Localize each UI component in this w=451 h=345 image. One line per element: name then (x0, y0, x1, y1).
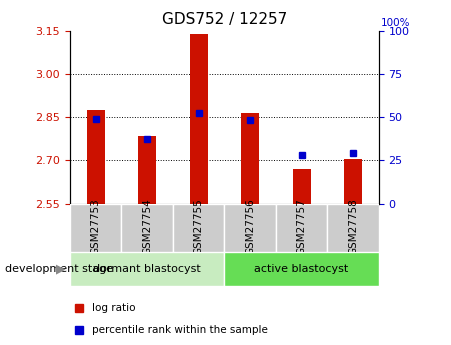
Bar (70, 204, 121, 252)
Bar (138, 136, 156, 204)
Title: GDS752 / 12257: GDS752 / 12257 (162, 12, 287, 27)
Text: development stage: development stage (5, 264, 113, 274)
Text: GSM27755: GSM27755 (193, 198, 204, 255)
Bar (241, 113, 259, 204)
Text: percentile rank within the sample: percentile rank within the sample (92, 325, 267, 335)
Bar (344, 159, 362, 204)
Bar (121, 204, 173, 252)
Bar (70, 252, 225, 286)
Text: 100%: 100% (381, 18, 410, 28)
Text: GSM27756: GSM27756 (245, 198, 255, 255)
Bar (276, 204, 327, 252)
Bar (225, 204, 276, 252)
Bar (225, 252, 379, 286)
Bar (189, 34, 207, 204)
Text: log ratio: log ratio (92, 303, 135, 313)
Text: GSM27753: GSM27753 (91, 198, 101, 255)
Bar (293, 169, 311, 204)
Text: GSM27758: GSM27758 (348, 198, 358, 255)
Text: GSM27757: GSM27757 (297, 198, 307, 255)
Text: ▶: ▶ (56, 263, 65, 276)
Text: dormant blastocyst: dormant blastocyst (93, 264, 201, 274)
Bar (173, 204, 225, 252)
Bar (327, 204, 379, 252)
Text: GSM27754: GSM27754 (142, 198, 152, 255)
Text: active blastocyst: active blastocyst (254, 264, 349, 274)
Bar (87, 110, 105, 204)
